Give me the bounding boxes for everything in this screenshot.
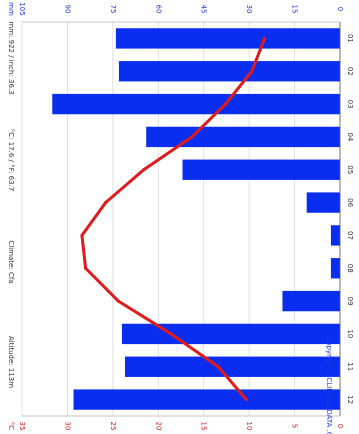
temp-tick-10: 10 — [245, 422, 253, 431]
precip-tick-105: 105 — [18, 2, 26, 15]
temp-tick-5: 5 — [291, 424, 299, 428]
precip-tick-45: 45 — [200, 5, 208, 14]
precip-tick-60: 60 — [154, 5, 162, 14]
temp-point-07 — [80, 233, 84, 238]
precip-bar-02 — [118, 61, 341, 82]
precip-bar-07 — [330, 225, 340, 246]
temp-point-08 — [84, 266, 88, 270]
temp-tick-30: 30 — [63, 422, 71, 431]
temp-point-01 — [262, 36, 267, 41]
precip-bar-03 — [52, 93, 341, 115]
precip-tick-75: 75 — [109, 5, 117, 14]
header-precipitation: mm: 922 / inch: 36.3 — [7, 21, 15, 94]
month-label-05: 05 — [346, 165, 354, 174]
temp-point-09 — [116, 299, 120, 303]
month-label-03: 03 — [346, 100, 354, 109]
header-temperature: °C: 17.6 / °F: 63.7 — [7, 129, 15, 192]
precip-bar-11 — [124, 356, 340, 377]
header-climate: Climate: Cfa — [7, 240, 15, 283]
precip-bar-04 — [146, 126, 340, 148]
precip-bar-06 — [306, 192, 340, 213]
precip-unit: mm — [7, 2, 15, 16]
precip-tick-15: 15 — [291, 5, 299, 14]
temp-point-03 — [223, 102, 228, 106]
month-label-04: 04 — [346, 132, 354, 141]
temp-tick-15: 15 — [200, 422, 208, 431]
footer-copyright: Copyright : CLIMATE DATA .ORG — [325, 336, 333, 434]
month-label-06: 06 — [346, 198, 354, 207]
precip-bar-05 — [182, 159, 340, 180]
temp-point-04 — [190, 135, 194, 139]
axes: 0102030405060708091011120153045607590105… — [7, 2, 354, 430]
temperature-line — [80, 36, 267, 402]
temp-point-02 — [250, 69, 254, 73]
header: Altitude: 113m Climate: Cfa °C: 17.6 / °F:… — [7, 21, 333, 434]
temp-point-12 — [244, 397, 249, 402]
precip-bar-09 — [282, 290, 340, 312]
temp-tick-35: 35 — [18, 422, 26, 431]
precip-bar-01 — [115, 28, 340, 49]
precip-tick-30: 30 — [245, 5, 253, 14]
month-label-07: 07 — [346, 231, 354, 240]
precip-bar-08 — [330, 258, 340, 279]
temp-point-05 — [142, 168, 146, 172]
precip-bar-12 — [73, 389, 340, 410]
precip-tick-90: 90 — [63, 5, 71, 14]
temperature-series-line — [80, 36, 267, 402]
temp-point-10 — [169, 332, 173, 336]
month-label-08: 08 — [346, 264, 354, 273]
temp-tick-20: 20 — [154, 422, 162, 431]
month-label-12: 12 — [346, 395, 354, 404]
header-altitude: Altitude: 113m — [7, 336, 15, 388]
month-label-11: 11 — [346, 362, 354, 371]
temp-tick-0: 0 — [336, 424, 344, 428]
temp-tick-25: 25 — [109, 422, 117, 431]
month-label-09: 09 — [346, 297, 354, 306]
temp-unit: °C — [7, 422, 15, 431]
temp-point-11 — [216, 365, 220, 369]
month-label-10: 10 — [346, 329, 354, 338]
precip-tick-0: 0 — [336, 7, 344, 11]
temp-point-06 — [103, 200, 108, 205]
month-label-01: 01 — [346, 34, 354, 43]
month-label-02: 02 — [346, 67, 354, 76]
precip-bar-10 — [121, 323, 340, 345]
